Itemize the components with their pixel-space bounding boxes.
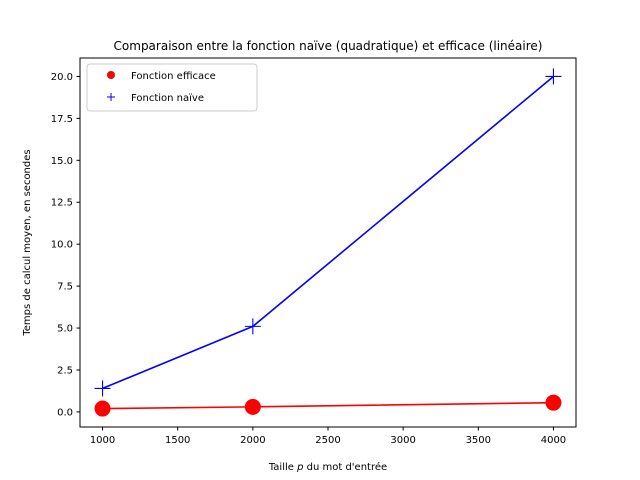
- x-axis-label: Taille p du mot d'entrée: [268, 461, 387, 473]
- legend-label-efficace: Fonction efficace: [131, 71, 216, 82]
- x-tick-label: 1500: [165, 435, 190, 446]
- legend-marker-efficace: [107, 71, 115, 79]
- x-axis: 1000 1500 2000 2500 3000 3500 4000: [90, 427, 566, 446]
- y-tick-label: 12.5: [51, 198, 73, 209]
- chart-title: Comparaison entre la fonction naïve (qua…: [114, 39, 543, 53]
- legend-marker-naive: [107, 93, 115, 101]
- x-tick-label: 4000: [541, 435, 566, 446]
- y-tick-label: 7.5: [57, 282, 73, 293]
- y-tick-label: 5.0: [57, 324, 73, 335]
- legend: Fonction efficace Fonction naïve: [86, 63, 258, 112]
- x-tick-label: 2500: [315, 435, 340, 446]
- x-tick-label: 3000: [390, 435, 415, 446]
- plot-area: [94, 68, 562, 417]
- data-point-naive: [244, 318, 261, 335]
- y-tick-label: 10.0: [51, 240, 73, 251]
- y-tick-label: 0.0: [57, 407, 73, 418]
- legend-box: [86, 63, 258, 112]
- data-point-naive: [545, 68, 562, 85]
- y-tick-label: 20.0: [51, 72, 73, 83]
- x-tick-label: 1000: [90, 435, 115, 446]
- y-axis-label: Temps de calcul moyen, en secondes: [22, 149, 33, 336]
- data-point-efficace: [545, 394, 562, 411]
- x-tick-label: 3500: [466, 435, 491, 446]
- data-point-efficace: [94, 400, 111, 417]
- y-tick-label: 17.5: [51, 114, 73, 125]
- data-point-naive: [94, 380, 111, 397]
- data-point-efficace: [244, 398, 261, 415]
- y-axis: 0.0 2.5 5.0 7.5 10.0 12.5 15.0 17.5 20.0: [51, 72, 80, 418]
- y-tick-label: 15.0: [51, 156, 73, 167]
- x-tick-label: 2000: [240, 435, 265, 446]
- y-tick-label: 2.5: [57, 365, 73, 376]
- legend-label-naive: Fonction naïve: [131, 93, 204, 104]
